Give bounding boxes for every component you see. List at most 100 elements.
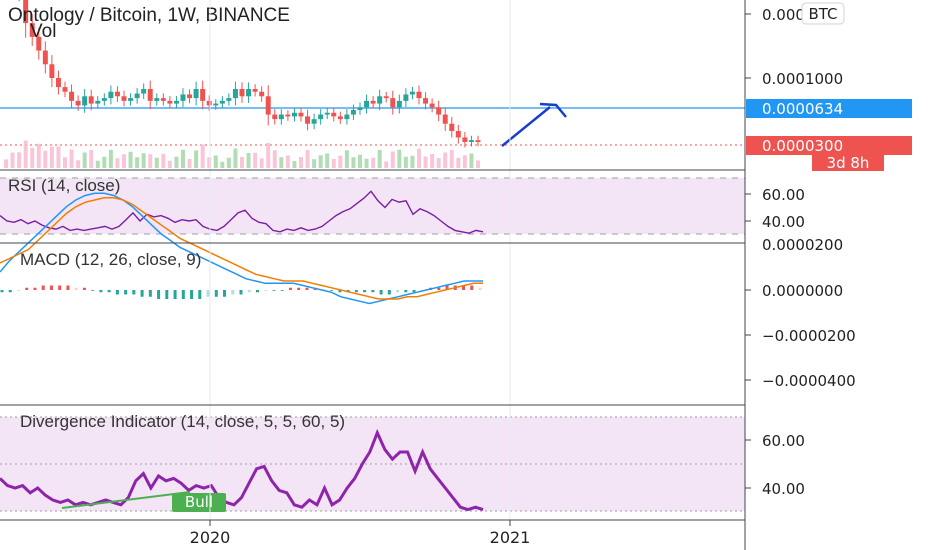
macd-histogram-bar [255,290,259,293]
macd-histogram-bar [115,290,119,295]
candle-body [114,91,120,97]
candle-body [442,114,448,124]
macd-histogram-bar [280,290,284,291]
candle-body [36,36,42,51]
forecast-arrow [501,106,551,147]
macd-histogram-bar [165,290,169,299]
countdown-tag [812,155,884,171]
candle-body [147,88,153,101]
volume-bar [115,158,120,168]
macd-histogram-bar [25,287,29,290]
volume-bar [95,160,100,168]
macd-histogram-bar [223,290,227,297]
rsi-line [0,190,484,234]
macd-histogram-bar [99,290,103,293]
candle-body [219,100,225,104]
volume-bar [449,150,454,168]
candle-body [409,91,415,95]
volume-bar [181,149,185,168]
macd-histogram-bar [198,290,202,299]
macd-histogram-bar [297,287,301,290]
divergence-label: Divergence Indicator (14, close, 5, 5, 6… [20,412,345,431]
candle-body [423,98,429,104]
volume-bar [187,159,192,168]
currency-badge[interactable] [801,2,845,25]
candle-body [285,114,291,117]
macd-histogram-bar [181,290,185,299]
last-price-tag [746,136,912,155]
volume-bar [469,153,474,168]
volume-bar [253,152,258,168]
candle-body [200,88,206,101]
rsi-pane: RSI (14, close) [0,176,745,235]
volume-bar [89,150,94,168]
candle-body [141,88,147,94]
candles [18,0,481,148]
volume-bar [207,157,212,168]
divergence-line [0,428,484,512]
volume-bar [167,160,172,168]
candle-body [128,98,134,101]
volume-bar [213,155,218,168]
candle-body [232,88,238,99]
bull-badge [172,493,226,512]
macd-histogram-bar [396,290,400,293]
volume-bar [338,155,343,168]
candle-body [29,23,35,37]
macd-histogram-bar [58,285,62,290]
candle-body [291,112,297,117]
volume-bar [371,157,376,168]
macd-histogram-bar [288,287,292,290]
volume-bar [364,158,369,168]
macd-histogram-bar [16,290,20,291]
candle-body [462,137,468,142]
macd-histogram-bar [49,285,53,290]
candle-body [318,114,324,120]
macd-line [0,192,483,305]
candle-body [383,96,389,99]
macd-histogram-bar [264,290,268,291]
volume-bar [23,140,28,168]
volume-bar [56,146,61,168]
candle-body [173,100,179,104]
volume-label: Vol [30,21,56,42]
macd-histogram-bar [412,290,416,293]
macd-histogram-bar [0,290,4,293]
price-tick-1: 0.0001000 [762,70,843,88]
volume-bar [325,153,330,168]
volume-bar [49,146,54,168]
macd-tick-0: 0.0000200 [762,236,843,254]
macd-tick-1: 0.0000000 [762,282,843,300]
volume-bar [299,157,303,168]
macd-histogram-bar [272,290,276,291]
volume-bar [10,152,15,168]
currency-label: BTC [808,5,837,23]
forecast-arrow-head [539,102,567,118]
macd-tick-3: −0.0000400 [762,372,856,390]
volume-bar [272,150,277,168]
macd-histogram-bar [387,290,391,295]
volume-bar [43,150,48,168]
macd-histogram-bar [247,290,251,293]
candle-body [134,93,140,99]
volume-bar [226,157,231,168]
price-line-value: 0.0000634 [762,100,843,118]
candle-body [475,140,481,142]
volume-bar [240,157,244,168]
volume-bar [76,160,81,168]
candle-body [364,100,370,108]
volume-bar [4,159,8,168]
macd-histogram-bar [363,290,367,293]
volume-bar [292,161,297,168]
rsi-tick-1: 40.00 [762,213,805,231]
candle-body [55,78,61,88]
macd-histogram-bar [231,290,235,295]
rsi-tick-0: 60.00 [762,186,805,204]
volume-bar [122,154,126,168]
candle-body [272,114,278,120]
macd-histogram-bar [379,290,383,295]
divergence-pane: Bull Divergence Indicator (14, close, 5,… [0,412,745,512]
macd-histogram-bar [173,290,177,299]
macd-histogram-bar [190,290,194,299]
candle-body [226,98,232,101]
